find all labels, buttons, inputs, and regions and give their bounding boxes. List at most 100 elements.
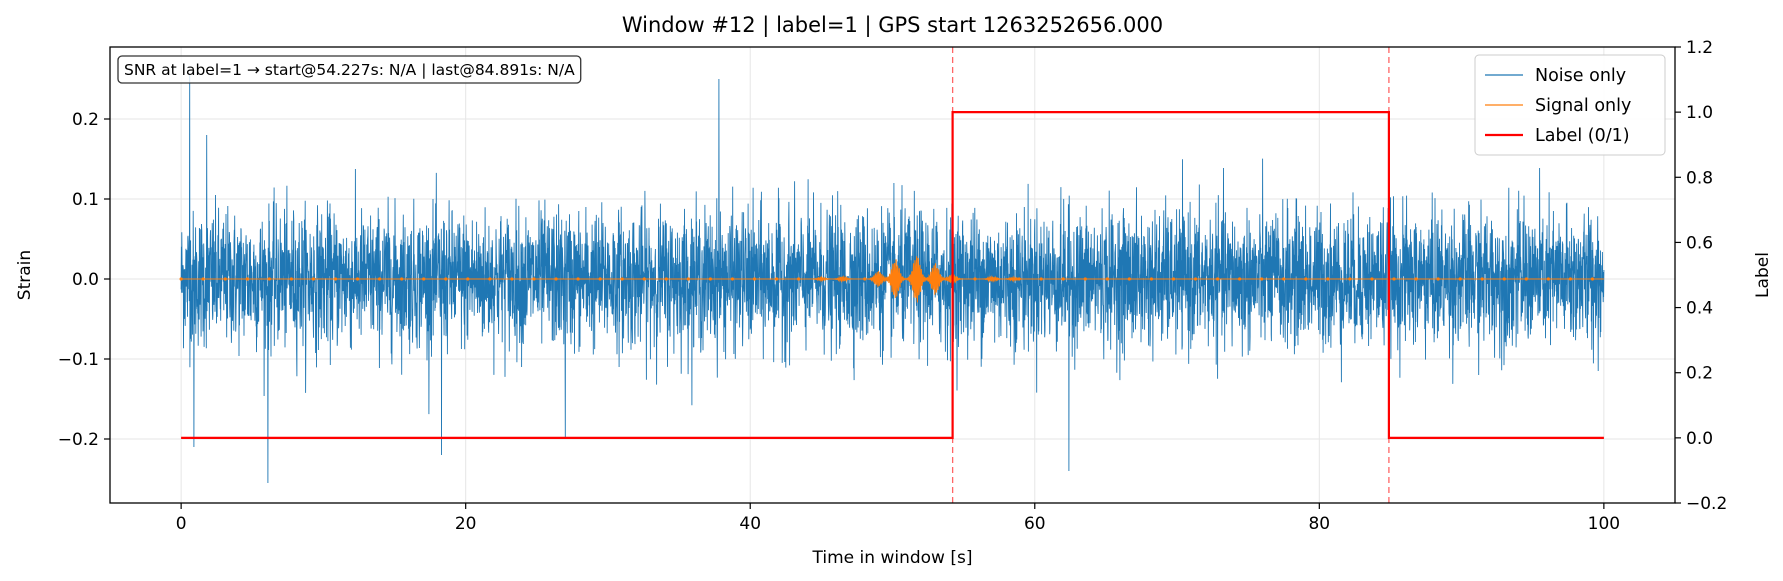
signal-dot [1238,277,1242,281]
legend-entry-label: Label (0/1) [1535,126,1630,146]
chart-title: Window #12 | label=1 | GPS start 1263252… [622,13,1163,38]
x-tick-label-5: 100 [1588,514,1620,534]
signal-dot [708,277,712,281]
signal-dot [863,277,867,281]
signal-dot [311,277,316,281]
signal-dot [819,277,823,281]
signal-dot [995,277,999,281]
x-tick-label-3: 60 [1024,514,1046,534]
signal-line [181,256,1604,303]
noise-series [180,74,1605,484]
label-step-line [181,111,1604,439]
signal-dot [1304,277,1308,281]
y-left-tick-label-3: 0.1 [72,190,99,210]
signal-dot [797,277,801,281]
signal-dot [400,277,404,281]
signal-series [179,256,1604,303]
signal-dot [378,277,382,281]
signal-dot [1017,277,1021,281]
signal-dot [1171,277,1176,281]
y-left-tick-label-1: −0.1 [58,350,99,370]
signal-dot [223,277,227,281]
signal-dot [598,277,602,281]
y-right-tick-label-2: 0.2 [1686,364,1713,384]
y-axis-right-label: Label [1753,252,1773,298]
y-left-tick-label-0: −0.2 [58,430,99,450]
signal-dot [1414,277,1418,281]
y-right-tick-label-5: 0.8 [1686,168,1713,188]
label-series [181,111,1604,439]
legend: Noise only Signal only Label (0/1) [1474,54,1666,156]
noise-line [180,74,1605,484]
signal-dot [1282,277,1286,281]
y-axis-left-ticks: −0.2 −0.1 0.0 0.1 0.2 [58,110,110,450]
signal-dot [245,277,249,281]
signal-dot [841,277,845,281]
signal-dot [1127,277,1131,281]
signal-dot [1039,277,1043,281]
signal-dot [664,277,668,281]
signal-dot [1590,277,1595,281]
signal-dot [1260,277,1264,281]
y-right-tick-label-0: −0.2 [1686,494,1727,514]
snr-annotation: SNR at label=1 → start@54.227s: N/A | la… [117,55,582,84]
signal-dot [1568,277,1573,281]
x-tick-label-4: 80 [1308,514,1330,534]
signal-dot [1215,277,1220,281]
y-axis-right-ticks: −0.2 0.0 0.2 0.4 0.6 0.8 1.0 1.2 [1675,38,1727,514]
legend-box [1474,54,1666,156]
signal-dot [179,277,183,281]
signal-dot [1546,277,1550,281]
signal-dot [885,277,889,281]
y-axis-left-label: Strain [15,250,35,300]
annotation-text: SNR at label=1 → start@54.227s: N/A | la… [124,61,575,79]
signal-dot [1480,277,1484,281]
signal-dot [267,277,271,281]
signal-dot [532,277,536,281]
y-left-tick-label-4: 0.2 [72,110,99,130]
signal-dot [576,277,580,281]
signal-dot [730,277,735,281]
signal-dot [1061,277,1065,281]
y-right-tick-label-3: 0.4 [1686,299,1713,319]
signal-dot [333,277,338,281]
legend-entry-noise: Noise only [1535,66,1626,86]
x-axis-ticks: 0 20 40 60 80 100 [176,503,1620,534]
y-left-tick-label-2: 0.0 [72,270,99,290]
legend-entry-signal: Signal only [1535,96,1631,116]
signal-dot [620,277,624,281]
signal-dot [510,277,514,281]
signal-dot [1083,277,1087,281]
signal-dot [1105,277,1109,281]
signal-dot [1524,277,1528,281]
signal-dot [1502,277,1506,281]
signal-dot [752,277,757,281]
signal-dot [1458,277,1462,281]
signal-dot [774,277,779,281]
y-right-tick-label-7: 1.2 [1686,38,1713,58]
signal-dot [907,277,911,281]
signal-dot [1193,277,1198,281]
x-tick-label-1: 20 [455,514,477,534]
plot-frame [109,46,1676,504]
annotation-box [117,55,582,84]
signal-dot [466,277,470,281]
x-tick-label-2: 40 [739,514,761,534]
signal-dot [973,277,977,281]
signal-dot [1149,277,1154,281]
signal-dot [1436,277,1440,281]
y-right-tick-label-1: 0.0 [1686,429,1713,449]
signal-dot [422,277,426,281]
signal-dot [355,277,360,281]
y-right-tick-label-4: 0.6 [1686,233,1713,253]
signal-dot [1392,277,1396,281]
signal-dot [488,277,492,281]
signal-dot [642,277,646,281]
signal-dot [1326,277,1330,281]
signal-dot [201,277,205,281]
signal-dot [929,277,933,281]
x-tick-label-0: 0 [176,514,187,534]
signal-dot [686,277,690,281]
signal-dot [289,277,293,281]
